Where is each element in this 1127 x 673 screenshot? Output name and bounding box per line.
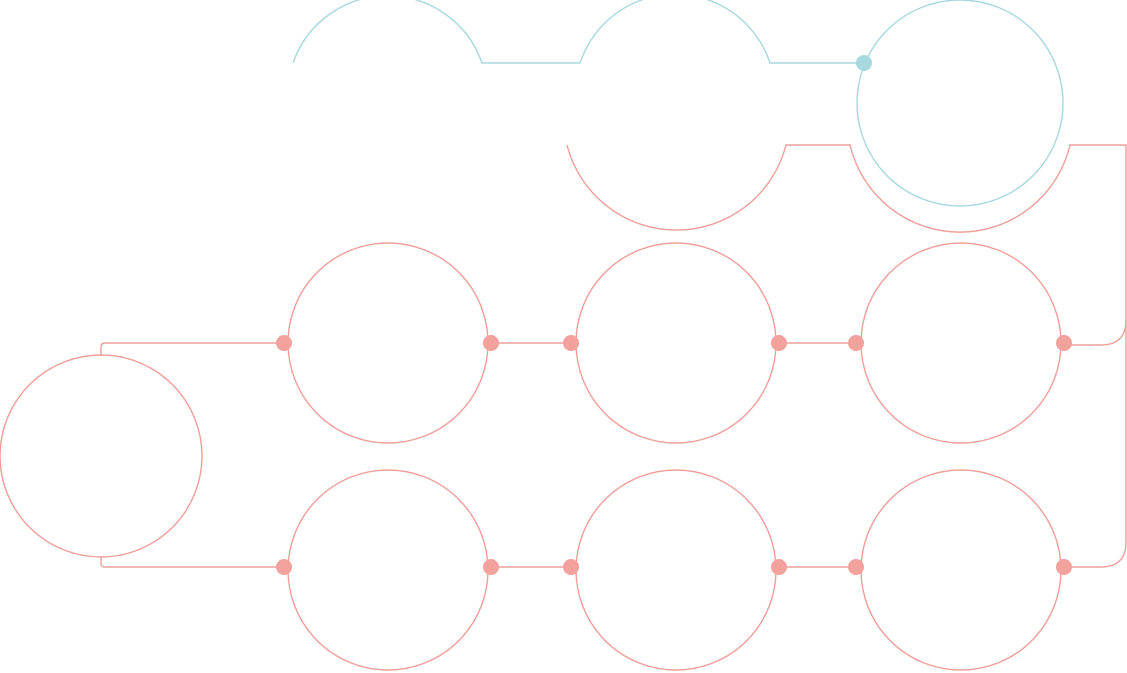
- row-1-node-3-left: [848, 335, 864, 351]
- row-1-group: [276, 242, 1072, 444]
- top-path-group: [292, 0, 1064, 207]
- entry-lower-branch: [100, 557, 284, 568]
- row-1-node-2-right: [771, 335, 787, 351]
- row-2-node-1-left: [276, 559, 292, 575]
- row-2-ring-2: [575, 469, 777, 671]
- row-1-node-3-right: [1056, 335, 1072, 351]
- entry-group: [0, 342, 284, 568]
- top-path: [292, 0, 864, 64]
- top-connector-node: [856, 55, 872, 71]
- row-1-ring-2: [575, 242, 777, 444]
- row-1-ring-1: [287, 242, 489, 444]
- row-1-node-2-left: [563, 335, 579, 351]
- row-1-node-1-right: [483, 335, 499, 351]
- entry-ring: [0, 354, 203, 558]
- row-2-ring-1: [287, 469, 489, 671]
- upper-return-path-group: [566, 144, 1127, 568]
- row-1-node-1-left: [276, 335, 292, 351]
- row-2-node-2-left: [563, 559, 579, 575]
- row-2-node-3-right: [1056, 559, 1072, 575]
- entry-upper-branch: [100, 342, 284, 356]
- row-2-node-1-right: [483, 559, 499, 575]
- row-1-ring-3: [860, 242, 1062, 444]
- row-2-node-2-right: [771, 559, 787, 575]
- top-ring: [856, 0, 1064, 207]
- row-2-node-3-left: [848, 559, 864, 575]
- upper-return-path: [566, 144, 1127, 346]
- row-2-group: [276, 469, 1072, 671]
- lower-return-path: [1066, 320, 1127, 568]
- row-2-ring-3: [860, 469, 1062, 671]
